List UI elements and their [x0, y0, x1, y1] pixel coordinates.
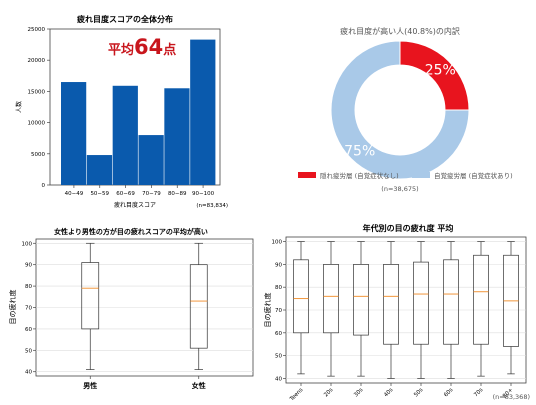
y-tick-label: 0 — [42, 183, 46, 189]
y-axis-label: 目の疲れ度 — [263, 293, 272, 328]
y-tick-label: 80 — [25, 284, 32, 290]
y-tick-label: 40 — [275, 376, 282, 382]
y-tick-label: 50 — [275, 354, 282, 360]
legend-label: 隠れ疲労層 (自覚症状なし) — [320, 171, 399, 180]
chart-title: 女性より男性の方が目の疲れスコアの平均が高い — [54, 227, 208, 236]
sample-size-note: (n=38,675) — [381, 185, 418, 193]
legend-swatch-0 — [298, 172, 316, 178]
x-axis-label: 疲れ目度スコア — [114, 201, 156, 209]
x-tick-label: 30s — [353, 387, 364, 398]
box-3 — [383, 264, 399, 345]
sample-size-note: (n=83,834) — [196, 203, 228, 209]
score-distribution-chart: 疲れ目度スコアの全体分布 0 5000 10000 15000 20000 25000 4… — [15, 14, 228, 209]
donut-slice-1 — [330, 40, 470, 180]
y-tick-label: 60 — [25, 327, 32, 333]
y-tick-label: 40 — [25, 370, 32, 376]
y-tick-label: 70 — [275, 308, 282, 314]
x-tick-label: 60s — [443, 387, 454, 398]
y-tick-label: 100 — [22, 241, 33, 247]
chart-title: 疲れ目度が高い人(40.8%)の内訳 — [340, 26, 460, 36]
average-suffix: 点 — [163, 42, 176, 58]
slice-value-label: 25% — [425, 63, 456, 79]
slice-value-label: 75% — [344, 143, 375, 159]
x-tick-label: 60−69 — [116, 191, 135, 197]
box-4 — [413, 261, 429, 345]
bar-4 — [164, 88, 190, 185]
bar-2 — [112, 85, 138, 185]
y-tick-label: 10000 — [28, 121, 46, 127]
y-tick-label: 100 — [272, 240, 283, 246]
x-tick-label: 40−49 — [65, 191, 84, 197]
y-tick-label: 25000 — [28, 27, 46, 33]
box-5 — [443, 259, 459, 345]
breakdown-donut-chart: 疲れ目度が高い人(40.8%)の内訳 25% 75% 隠れ疲労層 (自覚症状なし)… — [298, 26, 513, 193]
y-tick-label: 50 — [25, 348, 32, 354]
x-tick-label: 50s — [413, 387, 424, 398]
gender-boxplot-chart: 女性より男性の方が目の疲れスコアの平均が高い 40 50 60 70 80 90 100 男… — [8, 227, 254, 390]
box-2 — [353, 264, 369, 336]
bar-1 — [86, 155, 113, 185]
x-tick-label: 80−89 — [168, 191, 187, 197]
x-tick-label: 90−100 — [192, 191, 215, 197]
legend-swatch-1 — [412, 172, 430, 178]
bar-0 — [61, 82, 87, 185]
x-tick-label: 70s — [473, 387, 484, 398]
legend-label: 自覚疲労層 (自覚症状あり) — [434, 171, 513, 180]
x-tick-label: 女性 — [192, 381, 206, 390]
x-tick-label: 70−79 — [142, 191, 161, 197]
x-tick-label: 50−59 — [90, 191, 109, 197]
y-tick-label: 80 — [275, 285, 282, 291]
box-6 — [473, 254, 489, 345]
box-0 — [81, 262, 100, 330]
bar-5 — [190, 39, 216, 185]
x-tick-label: 男性 — [83, 381, 97, 390]
box-0 — [293, 259, 309, 334]
y-tick-label: 20000 — [28, 58, 46, 64]
age-boxplot-chart: 年代別の目の疲れ度 平均 40 50 60 70 80 90 100 Teens 20s 30s… — [263, 223, 530, 403]
y-tick-label: 5000 — [31, 152, 45, 158]
y-tick-label: 70 — [25, 306, 32, 312]
y-axis-label: 目の疲れ度 — [8, 290, 17, 325]
y-tick-label: 90 — [25, 263, 32, 269]
x-tick-label: 40s — [383, 387, 394, 398]
x-tick-label: 20s — [323, 387, 334, 398]
sample-size-note: (n=83,368) — [493, 393, 530, 401]
bar-3 — [138, 135, 164, 185]
box-1 — [189, 264, 208, 349]
chart-title: 疲れ目度スコアの全体分布 — [77, 14, 173, 24]
chart-title: 年代別の目の疲れ度 平均 — [363, 223, 454, 233]
y-axis-label: 人数 — [15, 101, 23, 113]
x-tick-label: Teens — [288, 387, 304, 403]
average-prefix: 平均 — [108, 42, 134, 58]
box-1 — [323, 264, 339, 334]
y-tick-label: 60 — [275, 331, 282, 337]
y-tick-label: 90 — [275, 262, 282, 268]
y-tick-label: 15000 — [28, 89, 46, 95]
average-annotation: 平均64点 — [108, 35, 176, 59]
average-value: 64 — [134, 35, 163, 59]
